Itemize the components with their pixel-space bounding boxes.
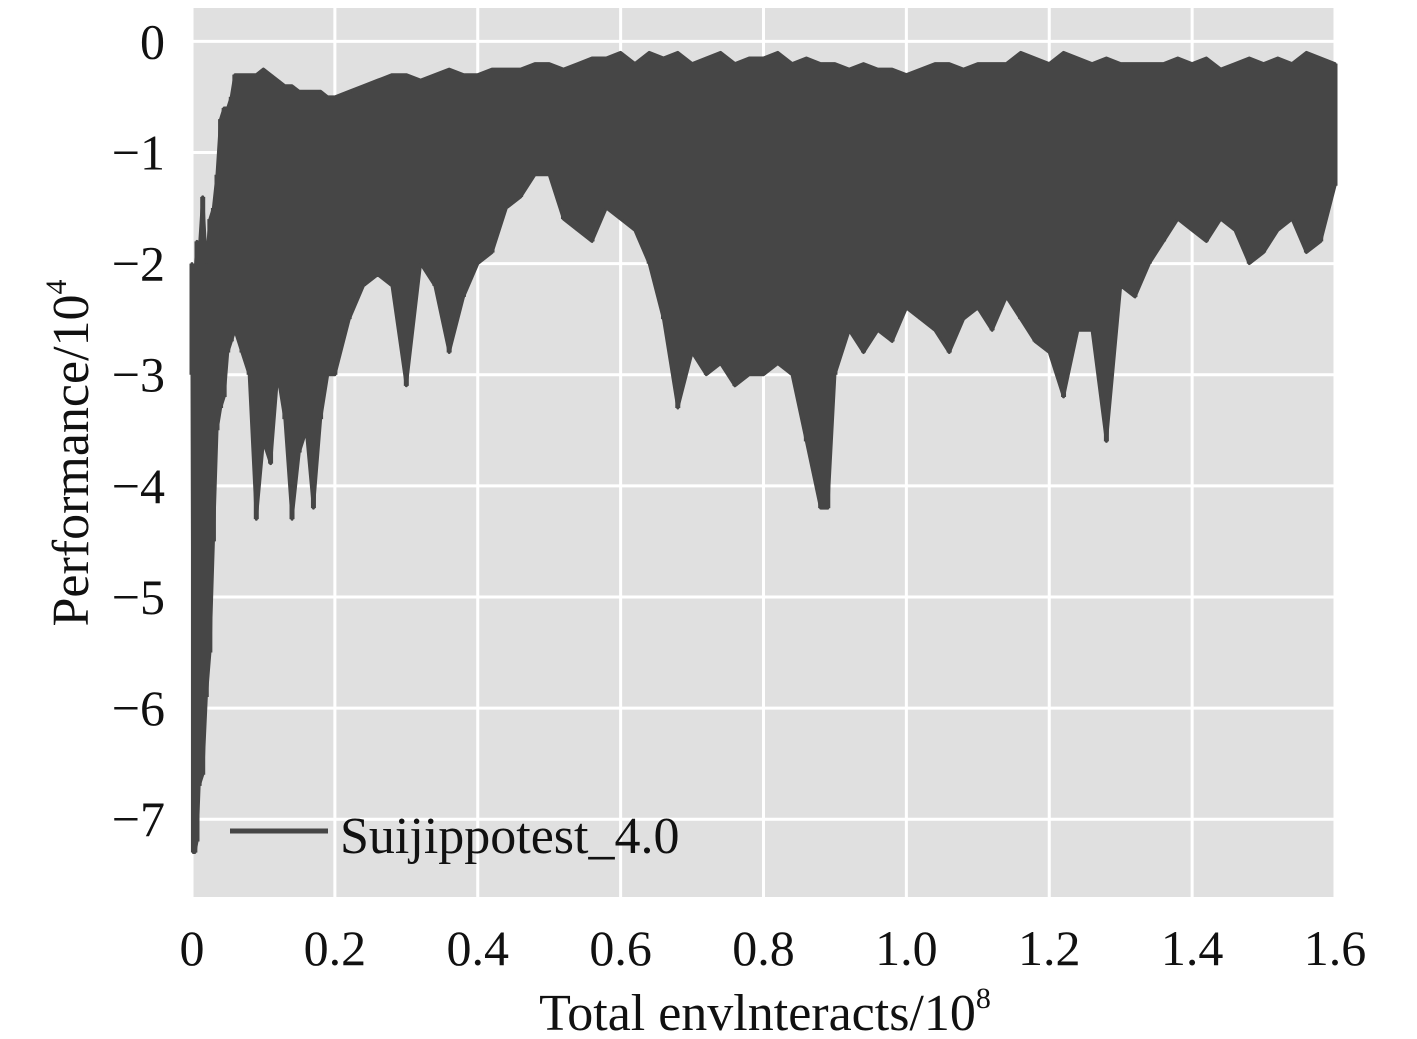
x-axis-label-text: Total envlnteracts/10: [539, 985, 976, 1039]
series-spikes: [189, 52, 1338, 853]
x-axis-label: Total envlnteracts/108: [539, 982, 991, 1039]
y-axis-ticks: 0 −1 −2 −3 −4 −5 −6 −7: [112, 13, 165, 847]
y-axis-label-exponent: 4: [40, 279, 73, 294]
y-tick-label: −3: [112, 347, 165, 403]
x-tick-label: 1.6: [1304, 920, 1367, 976]
y-axis-label: Performance/104: [40, 279, 100, 626]
x-tick-label: 0.4: [447, 920, 510, 976]
x-tick-label: 0.2: [304, 920, 367, 976]
y-axis-label-text: Performance/10: [43, 294, 100, 626]
x-tick-label: 1.0: [875, 920, 938, 976]
x-axis-ticks: 0 0.2 0.4 0.6 0.8 1.0 1.2 1.4 1.6: [180, 920, 1367, 976]
y-tick-label: −2: [112, 236, 165, 292]
y-tick-label: 0: [140, 13, 165, 69]
y-tick-label: −7: [112, 791, 165, 847]
x-tick-label: 1.4: [1161, 920, 1224, 976]
y-tick-label: −1: [112, 124, 165, 180]
x-tick-label: 0.8: [732, 920, 795, 976]
x-tick-label: 0.6: [589, 920, 652, 976]
y-tick-label: −4: [112, 458, 165, 514]
x-axis-label-exponent: 8: [976, 982, 991, 1015]
x-tick-label: 1.2: [1018, 920, 1081, 976]
legend-label: Suijippotest_4.0: [340, 808, 679, 865]
legend: Suijippotest_4.0: [230, 808, 679, 865]
y-tick-label: −5: [112, 569, 165, 625]
x-tick-label: 0: [180, 920, 205, 976]
y-tick-label: −6: [112, 680, 165, 736]
series-layer: [189, 50, 1338, 854]
